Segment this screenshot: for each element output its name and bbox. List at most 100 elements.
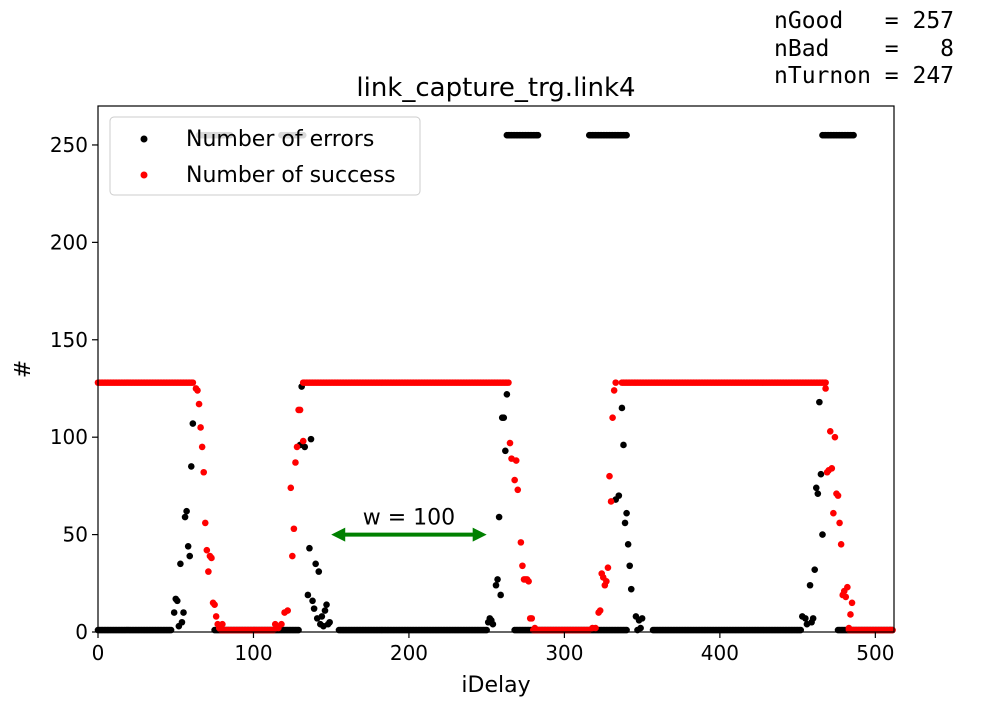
- success-point: [208, 554, 215, 562]
- error-point: [318, 613, 326, 620]
- success-point: [189, 379, 197, 386]
- error-point: [802, 615, 809, 622]
- success-point: [284, 607, 291, 614]
- success-point: [512, 457, 520, 464]
- success-point: [296, 406, 304, 414]
- error-point: [615, 492, 623, 499]
- error-point: [497, 591, 504, 599]
- success-point: [514, 486, 522, 494]
- error-point: [809, 615, 817, 622]
- legend-marker-success: [140, 171, 148, 179]
- error-point: [624, 541, 632, 548]
- error-point: [489, 620, 497, 628]
- error-point: [301, 443, 309, 451]
- error-point: [306, 544, 313, 552]
- error-point: [819, 531, 826, 538]
- error-point: [309, 597, 316, 605]
- success-point: [293, 443, 301, 451]
- y-tick-label: 200: [50, 230, 88, 254]
- error-point: [623, 131, 630, 139]
- success-point: [842, 593, 850, 601]
- error-point: [618, 404, 626, 412]
- success-point: [528, 615, 536, 622]
- y-tick-label: 150: [50, 328, 88, 352]
- stat-nbad: nBad = 8: [774, 35, 955, 62]
- success-point: [299, 437, 307, 445]
- success-point: [211, 601, 218, 609]
- success-point: [607, 498, 615, 505]
- error-point: [534, 131, 542, 139]
- success-point: [198, 443, 206, 451]
- success-point: [289, 552, 296, 560]
- success-point: [505, 379, 512, 386]
- success-point: [610, 387, 618, 394]
- success-point: [826, 428, 834, 435]
- error-point: [811, 566, 819, 573]
- success-point: [836, 519, 843, 527]
- success-point: [609, 414, 616, 422]
- error-point: [495, 513, 503, 521]
- error-point: [817, 470, 825, 478]
- success-point: [531, 624, 539, 632]
- error-point: [307, 435, 315, 443]
- success-point: [596, 607, 604, 614]
- x-tick-label: 400: [701, 641, 739, 665]
- error-point: [621, 519, 629, 527]
- error-point: [494, 576, 501, 583]
- error-point: [187, 463, 195, 470]
- error-point: [177, 560, 184, 568]
- success-point: [837, 541, 845, 548]
- error-point: [502, 447, 509, 455]
- stat-nturnon: nTurnon = 247: [774, 63, 955, 89]
- success-point: [612, 379, 620, 386]
- legend-label-errors: Number of errors: [186, 127, 374, 152]
- error-point: [816, 398, 823, 406]
- error-point: [178, 618, 186, 626]
- y-tick-label: 100: [50, 425, 88, 449]
- data-points: [94, 131, 896, 634]
- x-tick-label: 100: [234, 641, 272, 665]
- success-point: [847, 611, 854, 618]
- error-point: [323, 601, 330, 609]
- success-point: [200, 468, 208, 476]
- error-point: [503, 391, 511, 398]
- success-point: [822, 385, 829, 392]
- x-tick-label: 200: [390, 641, 428, 665]
- success-point: [219, 620, 226, 628]
- success-point: [519, 562, 526, 570]
- error-point: [326, 618, 333, 626]
- error-point: [186, 552, 194, 560]
- plot-frame: [97, 105, 895, 633]
- error-point: [627, 585, 635, 593]
- success-point: [292, 459, 299, 466]
- width-arrow-left-head: [331, 527, 346, 542]
- legend-box: [109, 116, 421, 196]
- success-point: [517, 539, 525, 546]
- error-point: [183, 507, 190, 515]
- error-point: [310, 605, 318, 612]
- success-point: [604, 564, 612, 572]
- error-point: [850, 131, 857, 139]
- error-point: [620, 441, 627, 449]
- error-point: [806, 581, 814, 589]
- success-point: [828, 465, 836, 472]
- x-tick-label: 300: [545, 641, 583, 665]
- success-point: [194, 387, 201, 394]
- legend-label-success: Number of success: [186, 163, 396, 188]
- success-point: [822, 379, 829, 386]
- success-point: [834, 492, 842, 499]
- success-point: [525, 578, 532, 585]
- success-point: [511, 476, 518, 484]
- width-annotation-label: w = 100: [363, 506, 455, 531]
- success-point: [506, 439, 514, 447]
- success-point: [203, 546, 211, 554]
- chart-title: link_capture_trg.link4: [356, 73, 635, 103]
- axis-ticks: 0 100 200 300 400 500 0 50 100 150 200 250: [50, 133, 895, 665]
- x-tick-label: 500: [856, 641, 894, 665]
- error-point: [315, 568, 323, 575]
- error-point: [170, 609, 178, 616]
- success-point: [844, 583, 851, 591]
- success-point: [606, 472, 613, 480]
- success-point: [830, 509, 837, 517]
